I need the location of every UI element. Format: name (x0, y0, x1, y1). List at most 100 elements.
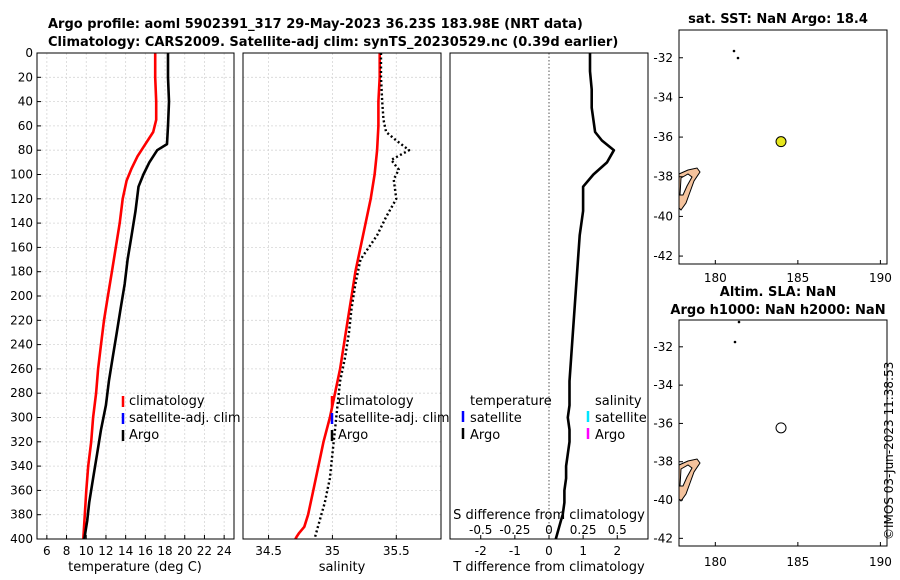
depth-tick-label-5: 100 (10, 168, 33, 182)
sla-map-lon-tick-label-2: 190 (869, 555, 892, 569)
sla-map-lat-tick-label-1: -34 (653, 378, 673, 392)
depth-tick-label-14: 280 (10, 386, 33, 400)
figure-title-line-2: Climatology: CARS2009. Satellite-adj cli… (48, 35, 618, 50)
sla-map-axes-box (678, 319, 888, 547)
depth-tick-label-0: 0 (25, 46, 33, 60)
legend-satellite-label: satellite-adj. clim (129, 411, 241, 426)
depth-tick-label-1: 20 (18, 70, 33, 84)
map-sla-title-line-2: Argo h1000: NaN h2000: NaN (670, 303, 885, 318)
difference-lines (554, 53, 616, 540)
temperature-xtick-label-7: 20 (177, 544, 192, 558)
difference-xtick-label-1: -1 (509, 544, 521, 558)
depth-tick-label-10: 200 (10, 289, 33, 303)
legend-satellite-label: satellite-adj. clim (338, 411, 450, 426)
temperature-xtick-label-6: 18 (157, 544, 172, 558)
s-difference-tick-label-2: 0 (545, 523, 553, 537)
figure-title-line-1: Argo profile: aoml 5902391_317 29-May-20… (48, 17, 583, 32)
map-land-new-zealand (678, 49, 740, 211)
salinity-grid (243, 52, 441, 540)
depth-tick-label-13: 260 (10, 362, 33, 376)
temperature-xtick-label-8: 22 (197, 544, 212, 558)
difference-series-argo-t-difference (554, 53, 616, 540)
sst-map-points (775, 136, 787, 148)
difference-legend-salinity: salinity satellite Argo (586, 394, 647, 443)
legend-climatology-label: climatology (129, 394, 205, 409)
island-dot (732, 49, 736, 53)
sla-map-points (775, 422, 787, 434)
sla-map-lon-ticks: 180 185 190 (704, 542, 892, 569)
depth-tick-label-3: 60 (18, 119, 33, 133)
depth-tick-label-4: 80 (18, 143, 33, 157)
depth-tick-label-12: 240 (10, 338, 33, 352)
land-inner-polygon (679, 464, 693, 487)
salinity-xtick-label-0: 34.5 (255, 544, 282, 558)
sst-map-lat-tick-label-2: -36 (653, 130, 673, 144)
depth-tick-label-16: 320 (10, 435, 33, 449)
depth-tick-label-17: 340 (10, 459, 33, 473)
temperature-xtick-label-5: 16 (138, 544, 153, 558)
temperature-xtick-label-2: 10 (79, 544, 94, 558)
imos-credit: ©IMOS 03-Jun-2023 11:38:53 (882, 362, 896, 540)
s-difference-tick-label-0: -0.5 (469, 523, 492, 537)
temperature-lines (82, 53, 171, 540)
s-difference-tick-label-4: 0.5 (608, 523, 627, 537)
legend-s-argo-label: Argo (595, 428, 625, 443)
t-difference-label: T difference from climatology (452, 560, 645, 575)
salinity-xtick-label-2: 35.5 (383, 544, 410, 558)
sla-map-lat-tick-label-2: -36 (653, 416, 673, 430)
s-difference-label: S difference from climatology (453, 508, 645, 523)
sla-map-lon-tick-label-0: 180 (704, 555, 727, 569)
island-dot (737, 320, 741, 324)
temperature-grid (37, 52, 234, 540)
temperature-xtick-label-9: 24 (217, 544, 232, 558)
difference-legend-temperature: temperature satellite Argo (461, 394, 552, 443)
sst-map-axes-box (678, 29, 888, 265)
depth-tick-label-7: 140 (10, 216, 33, 230)
legend-argo-label: Argo (338, 428, 368, 443)
legend-argo-label: Argo (129, 428, 159, 443)
depth-tick-label-19: 380 (10, 508, 33, 522)
s-difference-tick-labels: -0.5 -0.25 0 0.25 0.5 (469, 523, 627, 537)
salinity-legend: climatology satellite-adj. clim Argo (330, 394, 450, 443)
sla-map-lat-tick-label-3: -38 (653, 455, 673, 469)
s-difference-tick-label-1: -0.25 (499, 523, 530, 537)
salinity-xtick-label-1: 35 (325, 544, 340, 558)
map-sla-title-line-1: Altim. SLA: NaN (720, 285, 836, 300)
difference-xtick-label-4: 2 (613, 544, 621, 558)
sla-map-lat-tick-label-0: -32 (653, 340, 673, 354)
sla-map-argo-point (775, 422, 787, 434)
temperature-tick-labels: 6 8 10 12 14 16 18 20 22 24 (43, 535, 232, 558)
legend-climatology-label: climatology (338, 394, 414, 409)
salinity-axes-box (242, 52, 442, 540)
sla-map-lat-ticks: -32 -34 -36 -38 -40 -42 (653, 340, 683, 545)
difference-xtick-label-2: 0 (545, 544, 553, 558)
sst-map-lat-ticks: -32 -34 -36 -38 -40 -42 (653, 51, 683, 263)
sla-map-lat-tick-label-4: -40 (653, 493, 673, 507)
temperature-series-argo (83, 53, 171, 540)
salinity-panel: 34.5 35 35.5 salinity climatology satellit… (242, 52, 450, 575)
legend-t-satellite-label: satellite (470, 411, 522, 426)
depth-tick-label-20: 400 (10, 532, 33, 546)
sst-map-lat-tick-label-0: -32 (653, 51, 673, 65)
sst-map-lat-tick-label-5: -42 (653, 249, 673, 263)
s-difference-tick-label-3: 0.25 (570, 523, 597, 537)
sst-map-argo-point (775, 136, 787, 148)
temperature-x-label: temperature (deg C) (68, 560, 202, 575)
difference-xtick-label-0: -2 (475, 544, 487, 558)
sst-map-lon-tick-label-1: 185 (786, 271, 809, 285)
depth-tick-label-9: 180 (10, 265, 33, 279)
sst-map-lat-tick-label-1: -34 (653, 90, 673, 104)
salinity-x-label: salinity (319, 560, 366, 575)
t-difference-tick-labels: -2 -1 0 1 2 (475, 535, 621, 558)
temperature-xtick-label-4: 14 (118, 544, 133, 558)
sst-map-lat-tick-label-3: -38 (653, 170, 673, 184)
sst-map-lon-tick-label-2: 190 (869, 271, 892, 285)
depth-tick-label-2: 40 (18, 95, 33, 109)
legend-temperature-heading: temperature (470, 394, 552, 409)
salinity-lines (294, 53, 411, 540)
difference-xtick-label-3: 1 (579, 544, 587, 558)
depth-tick-label-15: 300 (10, 411, 33, 425)
temperature-xtick-label-3: 12 (98, 544, 113, 558)
sst-map-panel: -32 -34 -36 -38 -40 -42 180 185 190 (653, 29, 892, 285)
